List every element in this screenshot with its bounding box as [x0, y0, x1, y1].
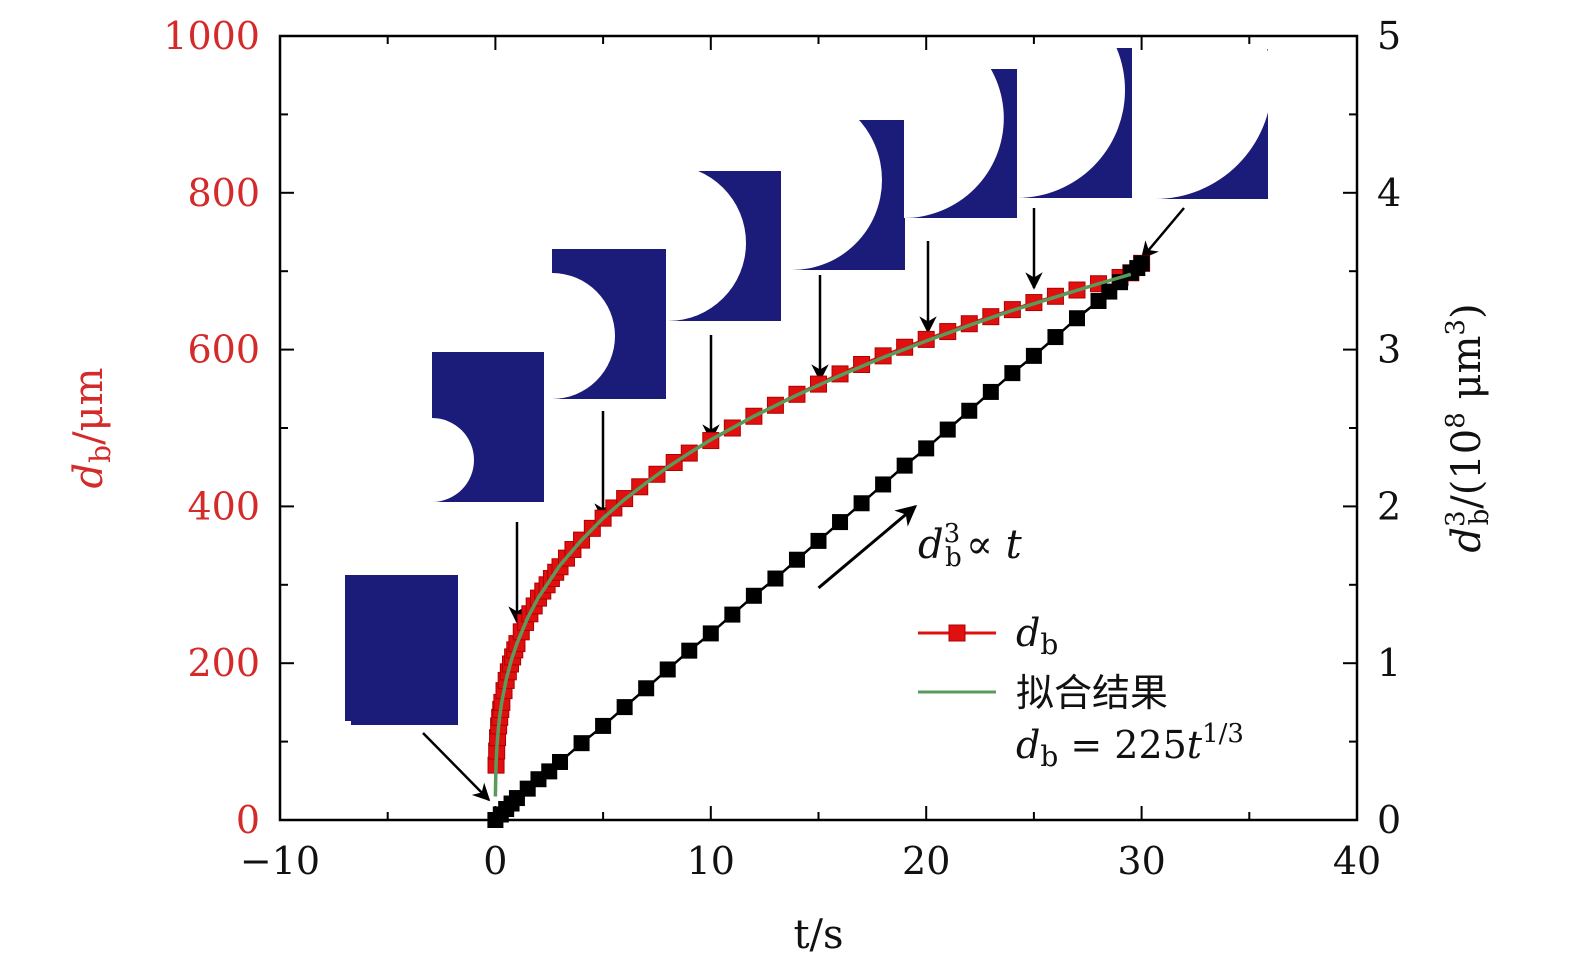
bubble-shape [668, 165, 746, 321]
x-tick-label: 30 [1117, 839, 1165, 883]
y-right-tick-label: 3 [1377, 328, 1401, 372]
db-cube-point [573, 735, 590, 752]
db-cube-point [896, 457, 913, 474]
trend-arrow [817, 505, 918, 590]
x-axis-title: t/s [793, 912, 843, 958]
db-cube-point [1047, 329, 1064, 346]
bubble-shape [552, 273, 615, 399]
y-left-tick-label: 600 [187, 328, 260, 372]
db-cube-point [1004, 365, 1021, 382]
inset-images [345, 0, 1272, 725]
bubble-shape [1017, 0, 1125, 198]
bubble-snapshot-image [432, 352, 544, 502]
x-tick-label: 40 [1333, 839, 1381, 883]
db-cube-point [810, 532, 827, 549]
bubble-snapshot-image [1155, 0, 1272, 199]
y-left-tick-label: 1000 [163, 14, 260, 58]
bubble-snapshot-image [668, 165, 781, 321]
db-cube-point [616, 699, 633, 716]
y-right-axis-title: d3b/(108 μm3) [1441, 303, 1495, 552]
bubble-shape [1155, 0, 1272, 199]
bubble-shape [904, 18, 1004, 219]
db-cube-point [939, 421, 956, 438]
db-cube-point [681, 642, 698, 659]
db-cube-point [982, 383, 999, 400]
axes: −10 0 10 20 30 4002004006008001000012345t/sdb… [66, 14, 1495, 958]
annotations: d3 b ∝ t [817, 505, 1023, 590]
pointer-arrow [422, 732, 491, 802]
snapshot-arrows [422, 207, 1185, 802]
y-left-axis-title: db/μm [66, 368, 117, 489]
x-tick-label: −10 [240, 839, 320, 883]
db-cube-point [659, 661, 676, 678]
db-cube-point [961, 402, 978, 419]
y-right-tick-label: 0 [1377, 798, 1401, 842]
bubble-snapshot-image [792, 90, 905, 270]
db-cube-point [1133, 255, 1150, 272]
y-left-tick-label: 400 [187, 484, 260, 528]
y-right-tick-label: 5 [1377, 14, 1401, 58]
y-left-tick-label: 800 [187, 171, 260, 215]
db-cube-point [788, 551, 805, 568]
trend-label: d3 b ∝ t [918, 519, 1023, 573]
bubble-snapshot-image [1017, 0, 1132, 198]
bubble-snapshot-image [345, 575, 458, 725]
y-right-tick-label: 4 [1377, 171, 1401, 215]
fit-curve [493, 272, 1132, 797]
x-tick-label: 20 [902, 839, 950, 883]
db-cube-point [853, 495, 870, 512]
bubble-snapshot-image [552, 249, 666, 399]
y-right-tick-label: 2 [1377, 484, 1401, 528]
db-cube-point [595, 717, 612, 734]
bubble-shape [792, 90, 882, 270]
pointer-arrow [1140, 207, 1185, 260]
bubble-snapshot-image [904, 18, 1017, 219]
db-cube-point [1025, 347, 1042, 364]
x-tick-label: 0 [483, 839, 507, 883]
db-cube-point [918, 440, 935, 457]
db-cube-point [767, 570, 784, 587]
y-left-tick-label: 0 [236, 798, 260, 842]
legend-fit-label: 拟合结果 [1016, 671, 1168, 715]
db-cube-point [832, 514, 849, 531]
db-cube-point [875, 476, 892, 493]
fit-curve-layer [493, 272, 1132, 797]
db-cube-point [724, 606, 741, 623]
x-tick-label: 10 [687, 839, 735, 883]
legend-fit-formula: db = 225t1/3 [1016, 719, 1244, 773]
y-left-tick-label: 200 [187, 641, 260, 685]
db-cube-point [638, 680, 655, 697]
db-cube-point [702, 625, 719, 642]
legend-db-marker [948, 624, 966, 642]
db-cube-point [1068, 310, 1085, 327]
y-right-tick-label: 1 [1377, 641, 1401, 685]
db-cube-point [745, 587, 762, 604]
bubble-shape [345, 721, 351, 725]
db-cube-point [552, 753, 569, 770]
snapshot-background [345, 575, 458, 725]
legend-db-label: db [1016, 611, 1058, 661]
bubble-shape [432, 418, 474, 502]
